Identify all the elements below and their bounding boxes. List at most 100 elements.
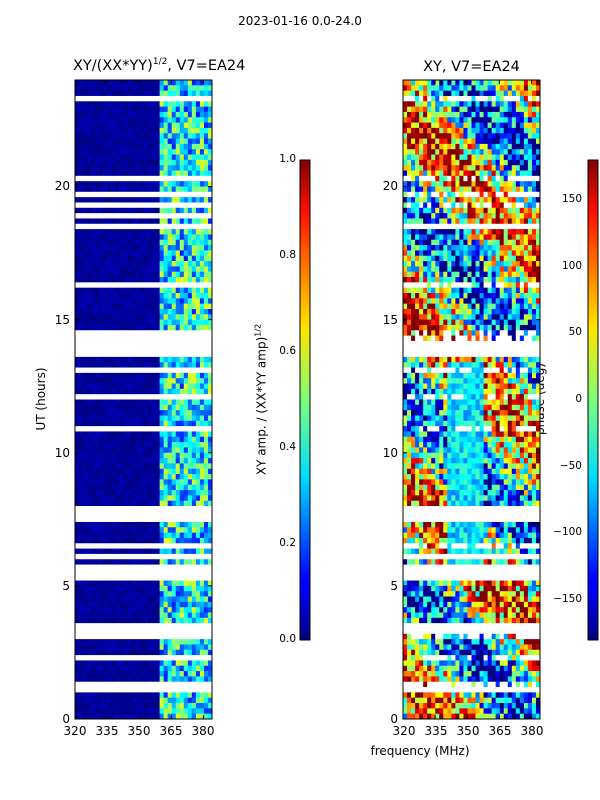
left-heatmap-cell [159,293,165,299]
right-heatmap-cell [403,149,408,155]
left-heatmap-cell [99,692,104,699]
left-heatmap-cell [103,399,108,406]
left-heatmap-cell [179,255,185,262]
left-heatmap-cell [159,314,165,321]
left-heatmap-cell [75,527,80,534]
left-heatmap-cell [187,133,193,139]
left-heatmap-cell [207,293,213,299]
left-heatmap-cell [199,399,205,406]
left-heatmap-cell [147,639,152,645]
left-heatmap-cell [143,495,148,502]
right-heatmap-cell [487,149,493,155]
right-heatmap-cell [531,197,537,203]
right-heatmap-cell [527,186,533,193]
right-heatmap-cell [415,117,420,124]
left-heatmap-cell [111,159,116,166]
left-heatmap-cell [171,410,177,416]
left-heatmap-cell [119,181,124,187]
left-heatmap-cell [191,324,197,331]
left-heatmap-cell [167,213,173,219]
right-heatmap-cell [507,175,513,182]
left-heatmap-cell [131,644,136,651]
left-heatmap-cell [123,314,128,321]
left-heatmap-cell [167,394,173,400]
left-heatmap-cell [163,506,169,512]
left-heatmap-cell [163,245,169,251]
left-heatmap-cell [79,143,84,150]
left-heatmap-cell [147,308,152,315]
right-heatmap-cell [515,202,521,209]
left-heatmap-cell [83,500,88,507]
left-heatmap-cell [155,687,161,693]
left-heatmap-cell [207,324,213,331]
left-heatmap-cell [199,101,205,108]
left-heatmap-cell [155,628,161,635]
right-heatmap-cell [435,117,440,124]
left-heatmap-cell [199,356,205,363]
left-heatmap-cell [167,442,173,448]
left-heatmap-cell [75,186,80,193]
left-heatmap-cell [171,564,177,571]
left-heatmap-cell [95,681,100,688]
right-heatmap-cell [475,80,480,86]
right-heatmap-cell [511,106,517,113]
left-heatmap-cell [83,282,88,289]
left-heatmap-cell [123,521,128,528]
left-heatmap-cell [163,639,169,645]
left-heatmap-cell [183,101,189,108]
right-heatmap-cell [515,175,521,182]
left-heatmap-cell [163,282,169,289]
left-heatmap-cell [131,154,136,161]
left-heatmap-cell [87,314,92,321]
left-heatmap-cell [175,181,181,187]
left-ytick-label: 5 [62,579,70,593]
left-heatmap-cell [127,426,132,432]
right-heatmap-cell [515,101,521,108]
left-heatmap-cell [151,639,156,645]
left-heatmap-cell [191,191,197,198]
left-heatmap-cell [87,255,92,262]
left-heatmap-cell [179,250,185,257]
left-heatmap-cell [155,298,161,305]
left-heatmap-cell [115,202,120,209]
left-heatmap-cell [83,665,88,672]
left-heatmap-cell [99,687,104,693]
left-heatmap-cell [155,543,161,550]
left-heatmap-cell [167,649,173,656]
left-heatmap-cell [143,681,148,688]
left-heatmap-cell [147,458,152,464]
left-heatmap-cell [83,239,88,246]
left-heatmap-cell [163,607,169,613]
left-heatmap-cell [127,703,132,709]
left-heatmap-cell [135,202,140,209]
left-heatmap-cell [83,697,88,704]
left-heatmap-cell [179,559,185,565]
right-heatmap-cell [419,101,424,108]
left-heatmap-cell [123,553,128,560]
left-heatmap-cell [99,537,104,544]
left-heatmap-cell [179,271,185,278]
right-heatmap-cell [523,175,529,182]
right-heatmap-cell [407,133,412,139]
left-heatmap-cell [159,548,165,555]
left-heatmap-cell [131,250,136,257]
left-heatmap-cell [127,308,132,315]
right-heatmap-cell [407,127,412,134]
left-heatmap-cell [79,261,84,267]
left-heatmap-cell [115,415,120,422]
left-heatmap-cell [119,404,124,411]
left-heatmap-cell [179,165,185,171]
left-heatmap-cell [163,516,169,523]
left-heatmap-cell [115,197,120,203]
left-heatmap-cell [195,649,201,656]
left-heatmap-cell [111,655,116,661]
left-heatmap-cell [147,117,152,124]
left-heatmap-cell [179,575,185,581]
left-heatmap-cell [131,255,136,262]
left-heatmap-cell [207,532,213,539]
left-heatmap-cell [127,330,132,336]
left-heatmap-cell [199,170,205,177]
left-heatmap-cell [175,442,181,448]
left-heatmap-cell [83,420,88,427]
left-heatmap-cell [119,303,124,310]
